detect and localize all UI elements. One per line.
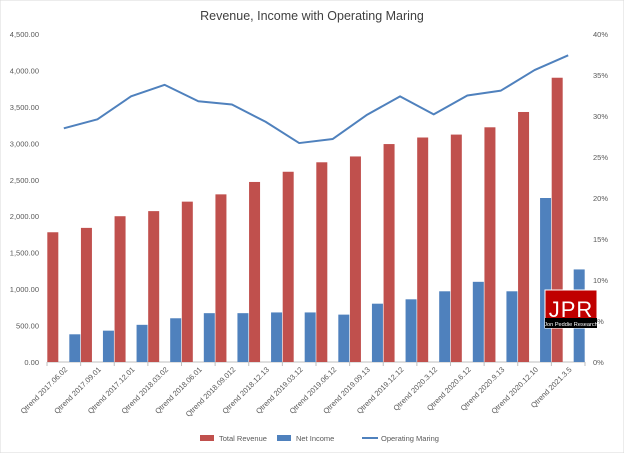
y-left-tick-label: 0.00 (24, 358, 39, 367)
y-left-tick-label: 1,000.00 (10, 285, 39, 294)
total-revenue-bar (316, 162, 328, 362)
net-income-bar (136, 324, 148, 362)
total-revenue-bar (47, 232, 59, 362)
total-revenue-bar (518, 111, 530, 362)
net-income-bar (405, 299, 417, 362)
y-right-tick-label: 0% (593, 358, 604, 367)
total-revenue-bar (383, 144, 395, 362)
total-revenue-bar (215, 194, 227, 362)
operating-maring-line (63, 54, 569, 145)
net-income-bar (237, 313, 249, 362)
net-income-bar (271, 312, 283, 362)
net-income-bar (102, 330, 114, 362)
total-revenue-bar (148, 211, 160, 362)
total-revenue-bar (551, 77, 563, 362)
y-left-tick-label: 4,000.00 (10, 66, 39, 75)
y-right-tick-label: 5% (593, 317, 604, 326)
y-left-tick-label: 2,000.00 (10, 212, 39, 221)
logo-strip (545, 318, 597, 328)
net-income-bar (506, 291, 518, 362)
line-layer (63, 54, 569, 145)
net-income-bar (170, 318, 182, 362)
y-left-tick-label: 2,500.00 (10, 176, 39, 185)
total-revenue-bar (282, 171, 294, 362)
net-income-bar (439, 291, 451, 362)
legend-swatch (277, 435, 291, 441)
y-right-tick-label: 25% (593, 153, 608, 162)
y-right-tick-label: 30% (593, 112, 608, 121)
total-revenue-bar (349, 156, 361, 362)
y-left-tick-label: 4,500.00 (10, 30, 39, 39)
net-income-bar (203, 313, 215, 362)
legend-swatch (200, 435, 214, 441)
y-left-tick-label: 1,500.00 (10, 249, 39, 258)
legend-label: Operating Maring (381, 434, 439, 443)
y-left-tick-label: 500.00 (16, 322, 39, 331)
total-revenue-bar (450, 134, 462, 362)
y-left-tick-label: 3,500.00 (10, 103, 39, 112)
total-revenue-bar (249, 181, 261, 362)
y-right-tick-label: 15% (593, 235, 608, 244)
logo-letters: JPR (549, 297, 594, 322)
net-income-bar (304, 312, 316, 362)
total-revenue-bar (417, 137, 429, 362)
y-right-tick-label: 35% (593, 71, 608, 80)
total-revenue-bar (80, 227, 92, 362)
y-left-tick-label: 3,000.00 (10, 139, 39, 148)
legend: Total Revenue Net Income Operating Maring (200, 434, 439, 443)
net-income-bar (338, 314, 350, 362)
net-income-bar (540, 198, 552, 362)
total-revenue-bar (114, 216, 126, 362)
net-income-bar (69, 334, 81, 362)
total-revenue-bar (181, 201, 193, 362)
net-income-bar (371, 303, 383, 362)
y-right-tick-label: 20% (593, 194, 608, 203)
net-income-bar (472, 281, 484, 362)
logo-subtext: Jon Peddie Research (544, 322, 598, 328)
total-revenue-bar (484, 127, 496, 362)
legend-label: Net Income (296, 434, 334, 443)
y-right-tick-label: 40% (593, 30, 608, 39)
chart-title: Revenue, Income with Operating Maring (200, 9, 424, 23)
y-right-tick-label: 10% (593, 276, 608, 285)
bars-layer (47, 77, 585, 362)
legend-label: Total Revenue (219, 434, 267, 443)
